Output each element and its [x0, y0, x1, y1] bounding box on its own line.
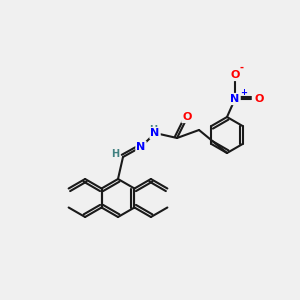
- Text: +: +: [240, 88, 247, 97]
- Text: N: N: [150, 128, 160, 138]
- Text: O: O: [230, 70, 240, 80]
- Text: -: -: [240, 63, 244, 73]
- Text: N: N: [136, 142, 146, 152]
- Text: N: N: [230, 94, 240, 104]
- Text: O: O: [254, 94, 264, 104]
- Text: H: H: [111, 149, 119, 159]
- Text: H: H: [149, 125, 157, 135]
- Text: O: O: [182, 112, 192, 122]
